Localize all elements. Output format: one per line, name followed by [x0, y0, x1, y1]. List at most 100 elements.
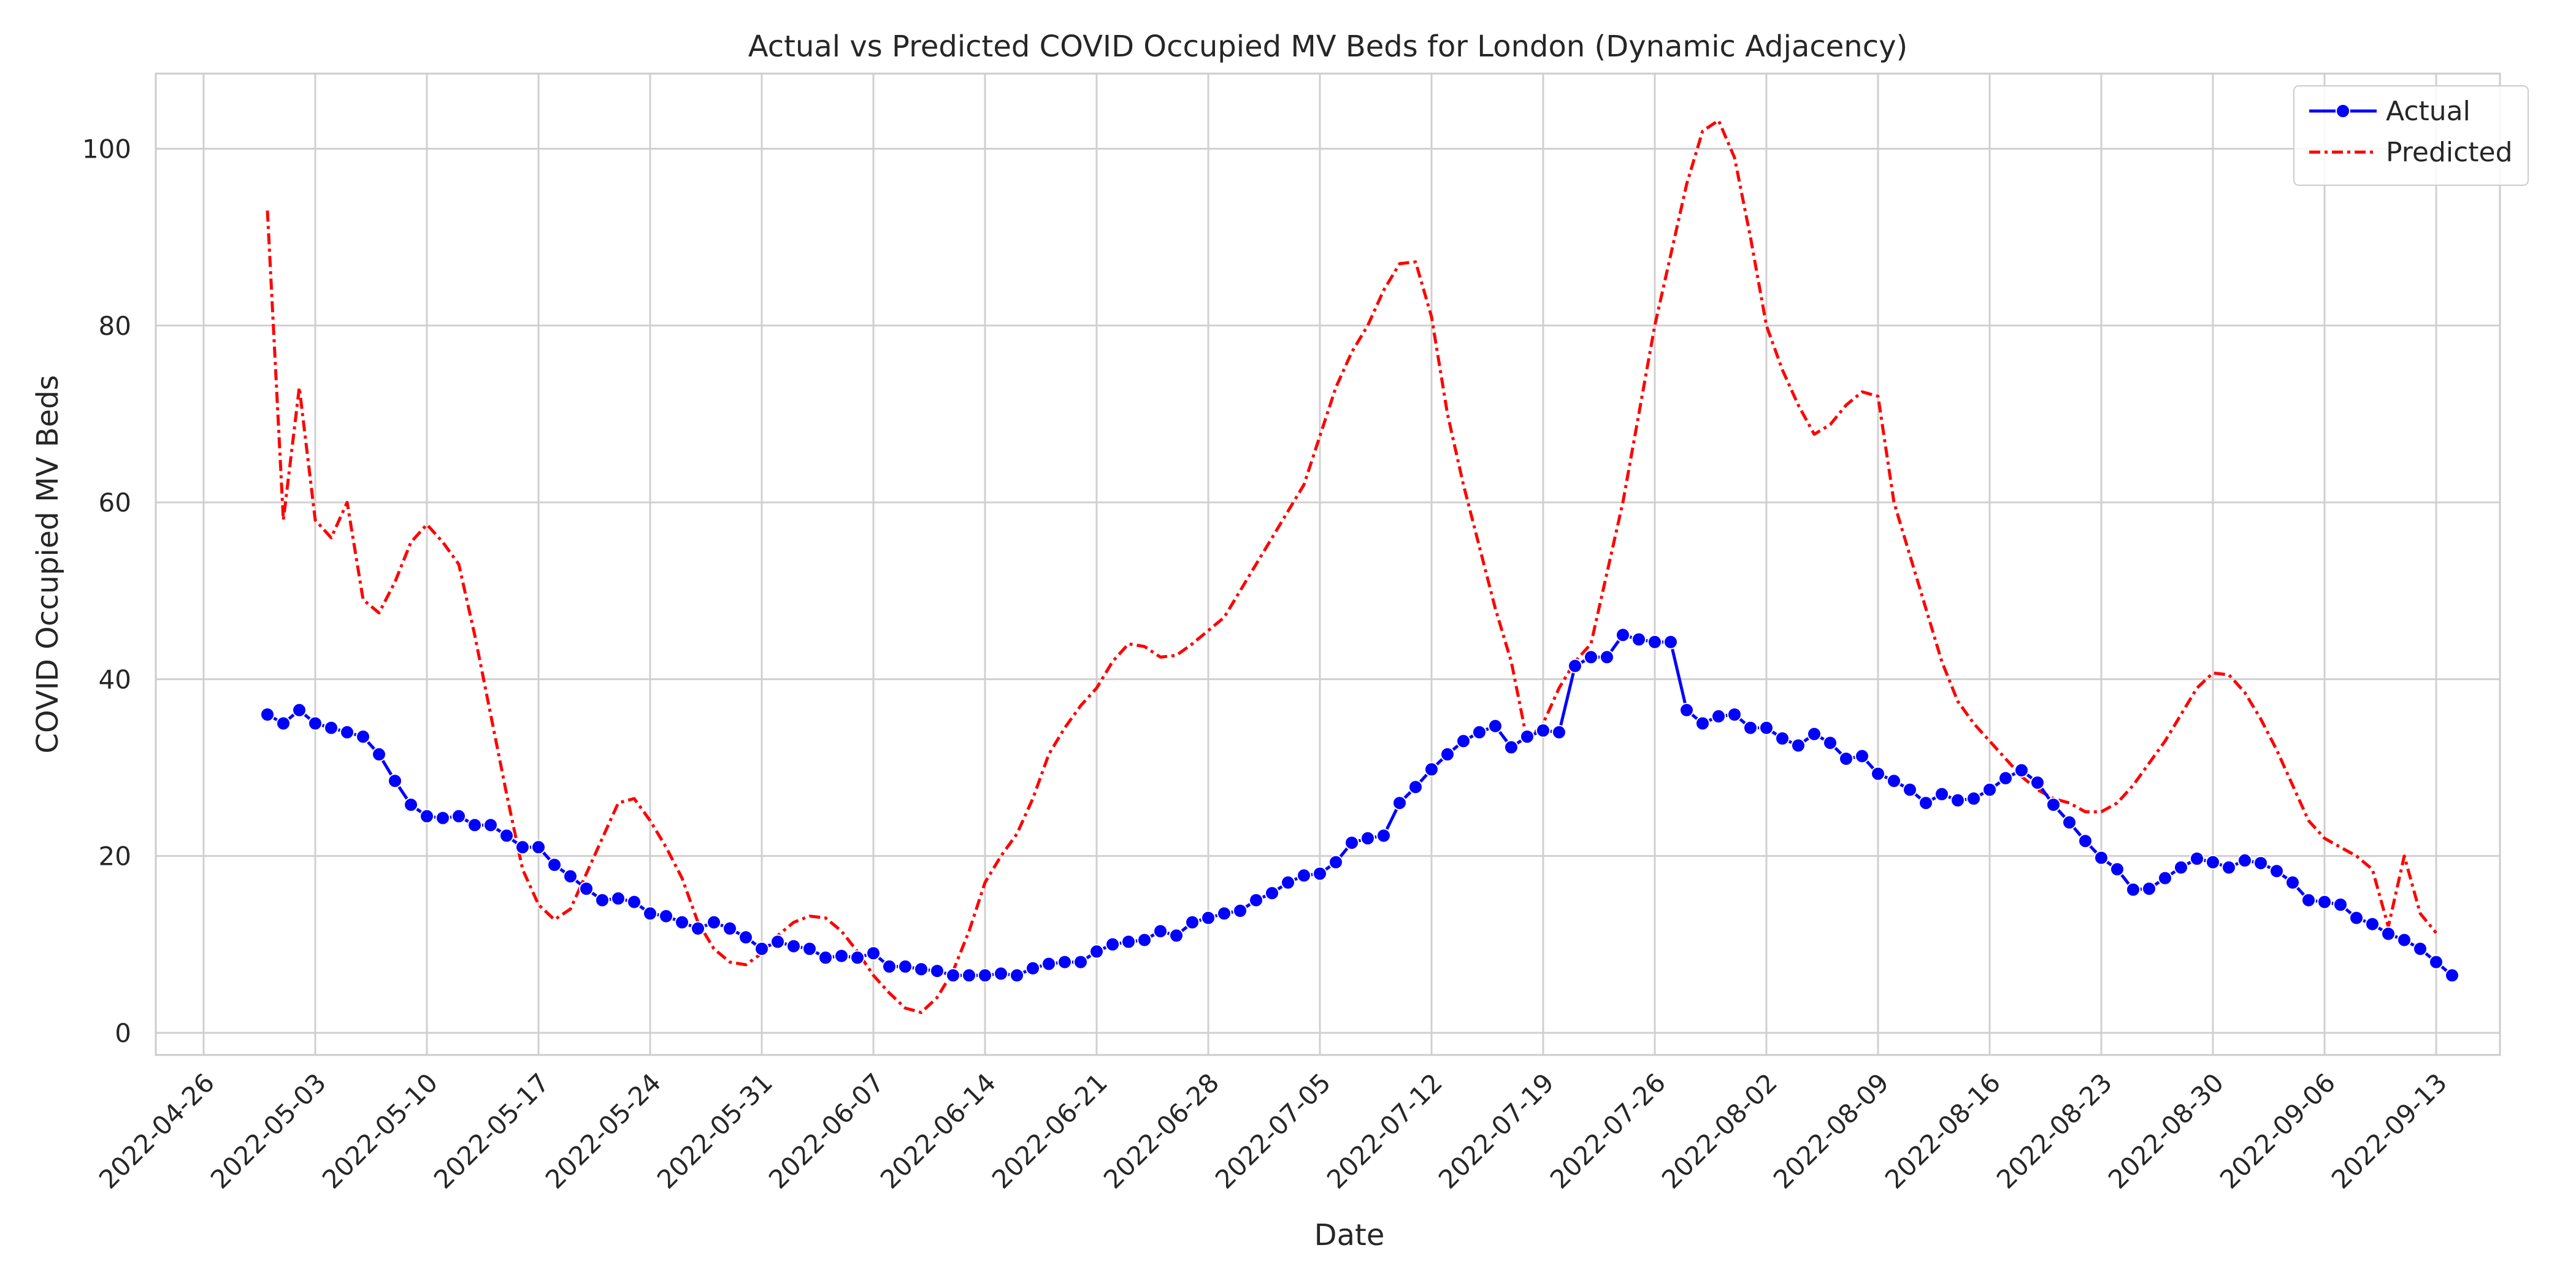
- actual-data-point: [1249, 892, 1263, 908]
- actual-data-point: [866, 946, 881, 961]
- actual-data-point: [1536, 723, 1551, 738]
- actual-data-point: [2317, 894, 2332, 910]
- actual-data-point: [1328, 854, 1343, 870]
- actual-data-point: [2158, 870, 2172, 886]
- actual-data-point: [1089, 944, 1104, 959]
- actual-data-point: [707, 914, 721, 930]
- actual-data-point: [2206, 854, 2220, 870]
- actual-data-point: [1775, 731, 1790, 746]
- actual-data-point: [738, 930, 753, 945]
- actual-data-point: [1185, 914, 1200, 930]
- actual-data-point: [1679, 702, 1694, 718]
- actual-data-point: [2094, 850, 2109, 865]
- actual-data-point: [802, 941, 817, 956]
- actual-data-point: [467, 818, 482, 833]
- actual-data-point: [1313, 866, 1327, 881]
- actual-data-point: [2126, 882, 2141, 897]
- y-tick-label: 40: [99, 664, 131, 694]
- actual-data-point: [627, 894, 642, 910]
- actual-data-point: [2285, 875, 2300, 890]
- actual-data-point: [324, 720, 339, 735]
- actual-data-point: [1950, 792, 1965, 808]
- actual-data-point: [1871, 766, 1885, 781]
- actual-data-point: [2445, 968, 2459, 983]
- actual-data-point: [1297, 868, 1311, 883]
- actual-data-point: [1169, 928, 1184, 943]
- actual-data-point: [372, 746, 386, 762]
- actual-data-point: [850, 950, 865, 965]
- actual-data-point: [2174, 860, 2188, 875]
- actual-data-point: [2253, 856, 2268, 871]
- actual-data-point: [1041, 956, 1056, 972]
- actual-data-point: [914, 962, 929, 977]
- actual-data-point: [898, 959, 913, 974]
- actual-data-point: [1839, 751, 1853, 767]
- y-tick-label: 60: [99, 488, 131, 518]
- actual-data-point: [2365, 916, 2380, 932]
- actual-data-point: [292, 702, 307, 718]
- actual-data-point: [1344, 835, 1359, 851]
- actual-data-point: [1647, 634, 1662, 650]
- actual-data-point: [515, 840, 530, 855]
- actual-data-point: [483, 818, 498, 833]
- actual-data-point: [2429, 954, 2444, 970]
- actual-data-point: [1010, 968, 1024, 983]
- plot-frame: [155, 72, 2501, 1056]
- actual-data-point: [882, 959, 897, 974]
- actual-data-point: [2221, 860, 2236, 875]
- grid: [156, 74, 2500, 1055]
- actual-data-point: [1025, 960, 1040, 976]
- actual-data-point: [1759, 720, 1774, 735]
- actual-data-point: [1504, 740, 1519, 755]
- actual-data-point: [1440, 746, 1455, 762]
- actual-data-point: [1934, 786, 1949, 802]
- actual-data-point: [1456, 734, 1471, 749]
- actual-data-point: [1281, 875, 1295, 890]
- actual-data-point: [499, 828, 514, 843]
- actual-data-point: [2333, 897, 2348, 912]
- actual-data-point: [1695, 716, 1710, 731]
- y-tick-label: 20: [99, 841, 131, 872]
- legend-actual-label: Actual: [2386, 96, 2471, 127]
- actual-data-point: [1105, 937, 1120, 952]
- actual-data-point: [579, 881, 594, 896]
- actual-data-point: [946, 968, 960, 983]
- actual-data-point: [1823, 735, 1838, 751]
- y-axis-title: COVID Occupied MV Beds: [31, 375, 65, 753]
- actual-data-point: [276, 716, 291, 731]
- actual-data-point: [611, 891, 626, 906]
- actual-data-point: [1600, 650, 1614, 665]
- actual-data-point: [818, 950, 833, 965]
- actual-data-point: [1966, 791, 1981, 806]
- actual-data-point: [1663, 634, 1678, 650]
- actual-data-point: [659, 908, 673, 924]
- actual-data-point: [2397, 932, 2412, 948]
- actual-data-point: [1568, 658, 1582, 673]
- actual-data-point: [1982, 782, 1997, 797]
- actual-data-point: [1392, 795, 1407, 811]
- actual-data-point: [2062, 815, 2077, 830]
- actual-data-point: [2110, 862, 2125, 877]
- actual-data-point: [1153, 924, 1168, 939]
- actual-data-point: [1472, 724, 1487, 740]
- actual-data-point: [2014, 762, 2029, 778]
- actual-data-point: [1791, 738, 1806, 753]
- actual-data-point: [1998, 770, 2013, 786]
- actual-data-point: [1520, 729, 1535, 745]
- actual-data-point: [388, 773, 402, 789]
- actual-data-point: [2269, 864, 2284, 879]
- series: [260, 118, 2459, 1014]
- actual-data-point: [1073, 954, 1088, 970]
- actual-data-point: [1137, 932, 1152, 948]
- actual-data-point: [435, 810, 450, 826]
- actual-data-point: [308, 716, 323, 731]
- actual-data-point: [1121, 934, 1136, 949]
- predicted-series-line: [266, 118, 2437, 1014]
- actual-data-point: [691, 921, 705, 936]
- actual-data-point: [563, 868, 578, 884]
- actual-data-point: [404, 797, 418, 813]
- actual-data-point: [2078, 834, 2093, 849]
- actual-data-point: [1711, 708, 1726, 724]
- actual-data-point: [356, 729, 370, 745]
- actual-data-point: [1887, 773, 1901, 789]
